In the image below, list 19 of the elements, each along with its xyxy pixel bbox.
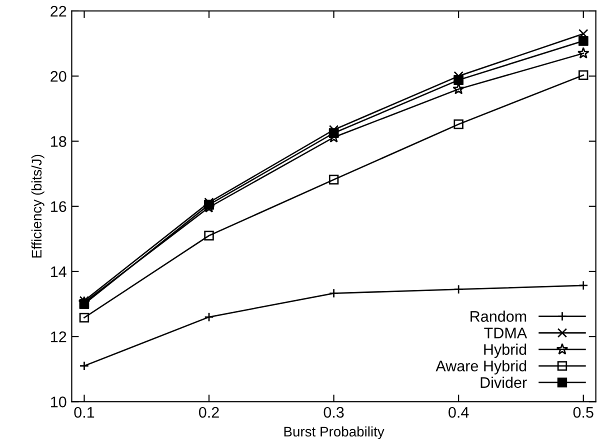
legend-label: Divider [480, 376, 527, 388]
legend-label: Random [470, 310, 526, 322]
y-tick-label: 20 [50, 70, 66, 82]
y-tick-label: 22 [50, 6, 66, 17]
y-tick-label: 12 [51, 331, 66, 342]
y-tick-label: 10 [51, 396, 66, 408]
legend-label: Hybrid [484, 344, 526, 358]
y-axis-title: Efficiency (bits/J) [31, 154, 44, 258]
x-tick-label: 0.3 [324, 406, 344, 418]
x-tick-label: 0.2 [198, 406, 219, 418]
x-tick-label: 0.5 [573, 406, 594, 418]
x-tick-label: 0.1 [74, 406, 94, 418]
y-tick-label: 14 [51, 266, 66, 277]
legend-label: TDMA [484, 328, 528, 338]
y-tick-label: 18 [51, 136, 66, 147]
y-tick-label: 16 [51, 201, 66, 212]
x-tick-label: 0.4 [448, 406, 469, 418]
x-axis-title: Burst Probability [284, 426, 384, 439]
legend-label: Aware Hybrid [436, 360, 526, 374]
